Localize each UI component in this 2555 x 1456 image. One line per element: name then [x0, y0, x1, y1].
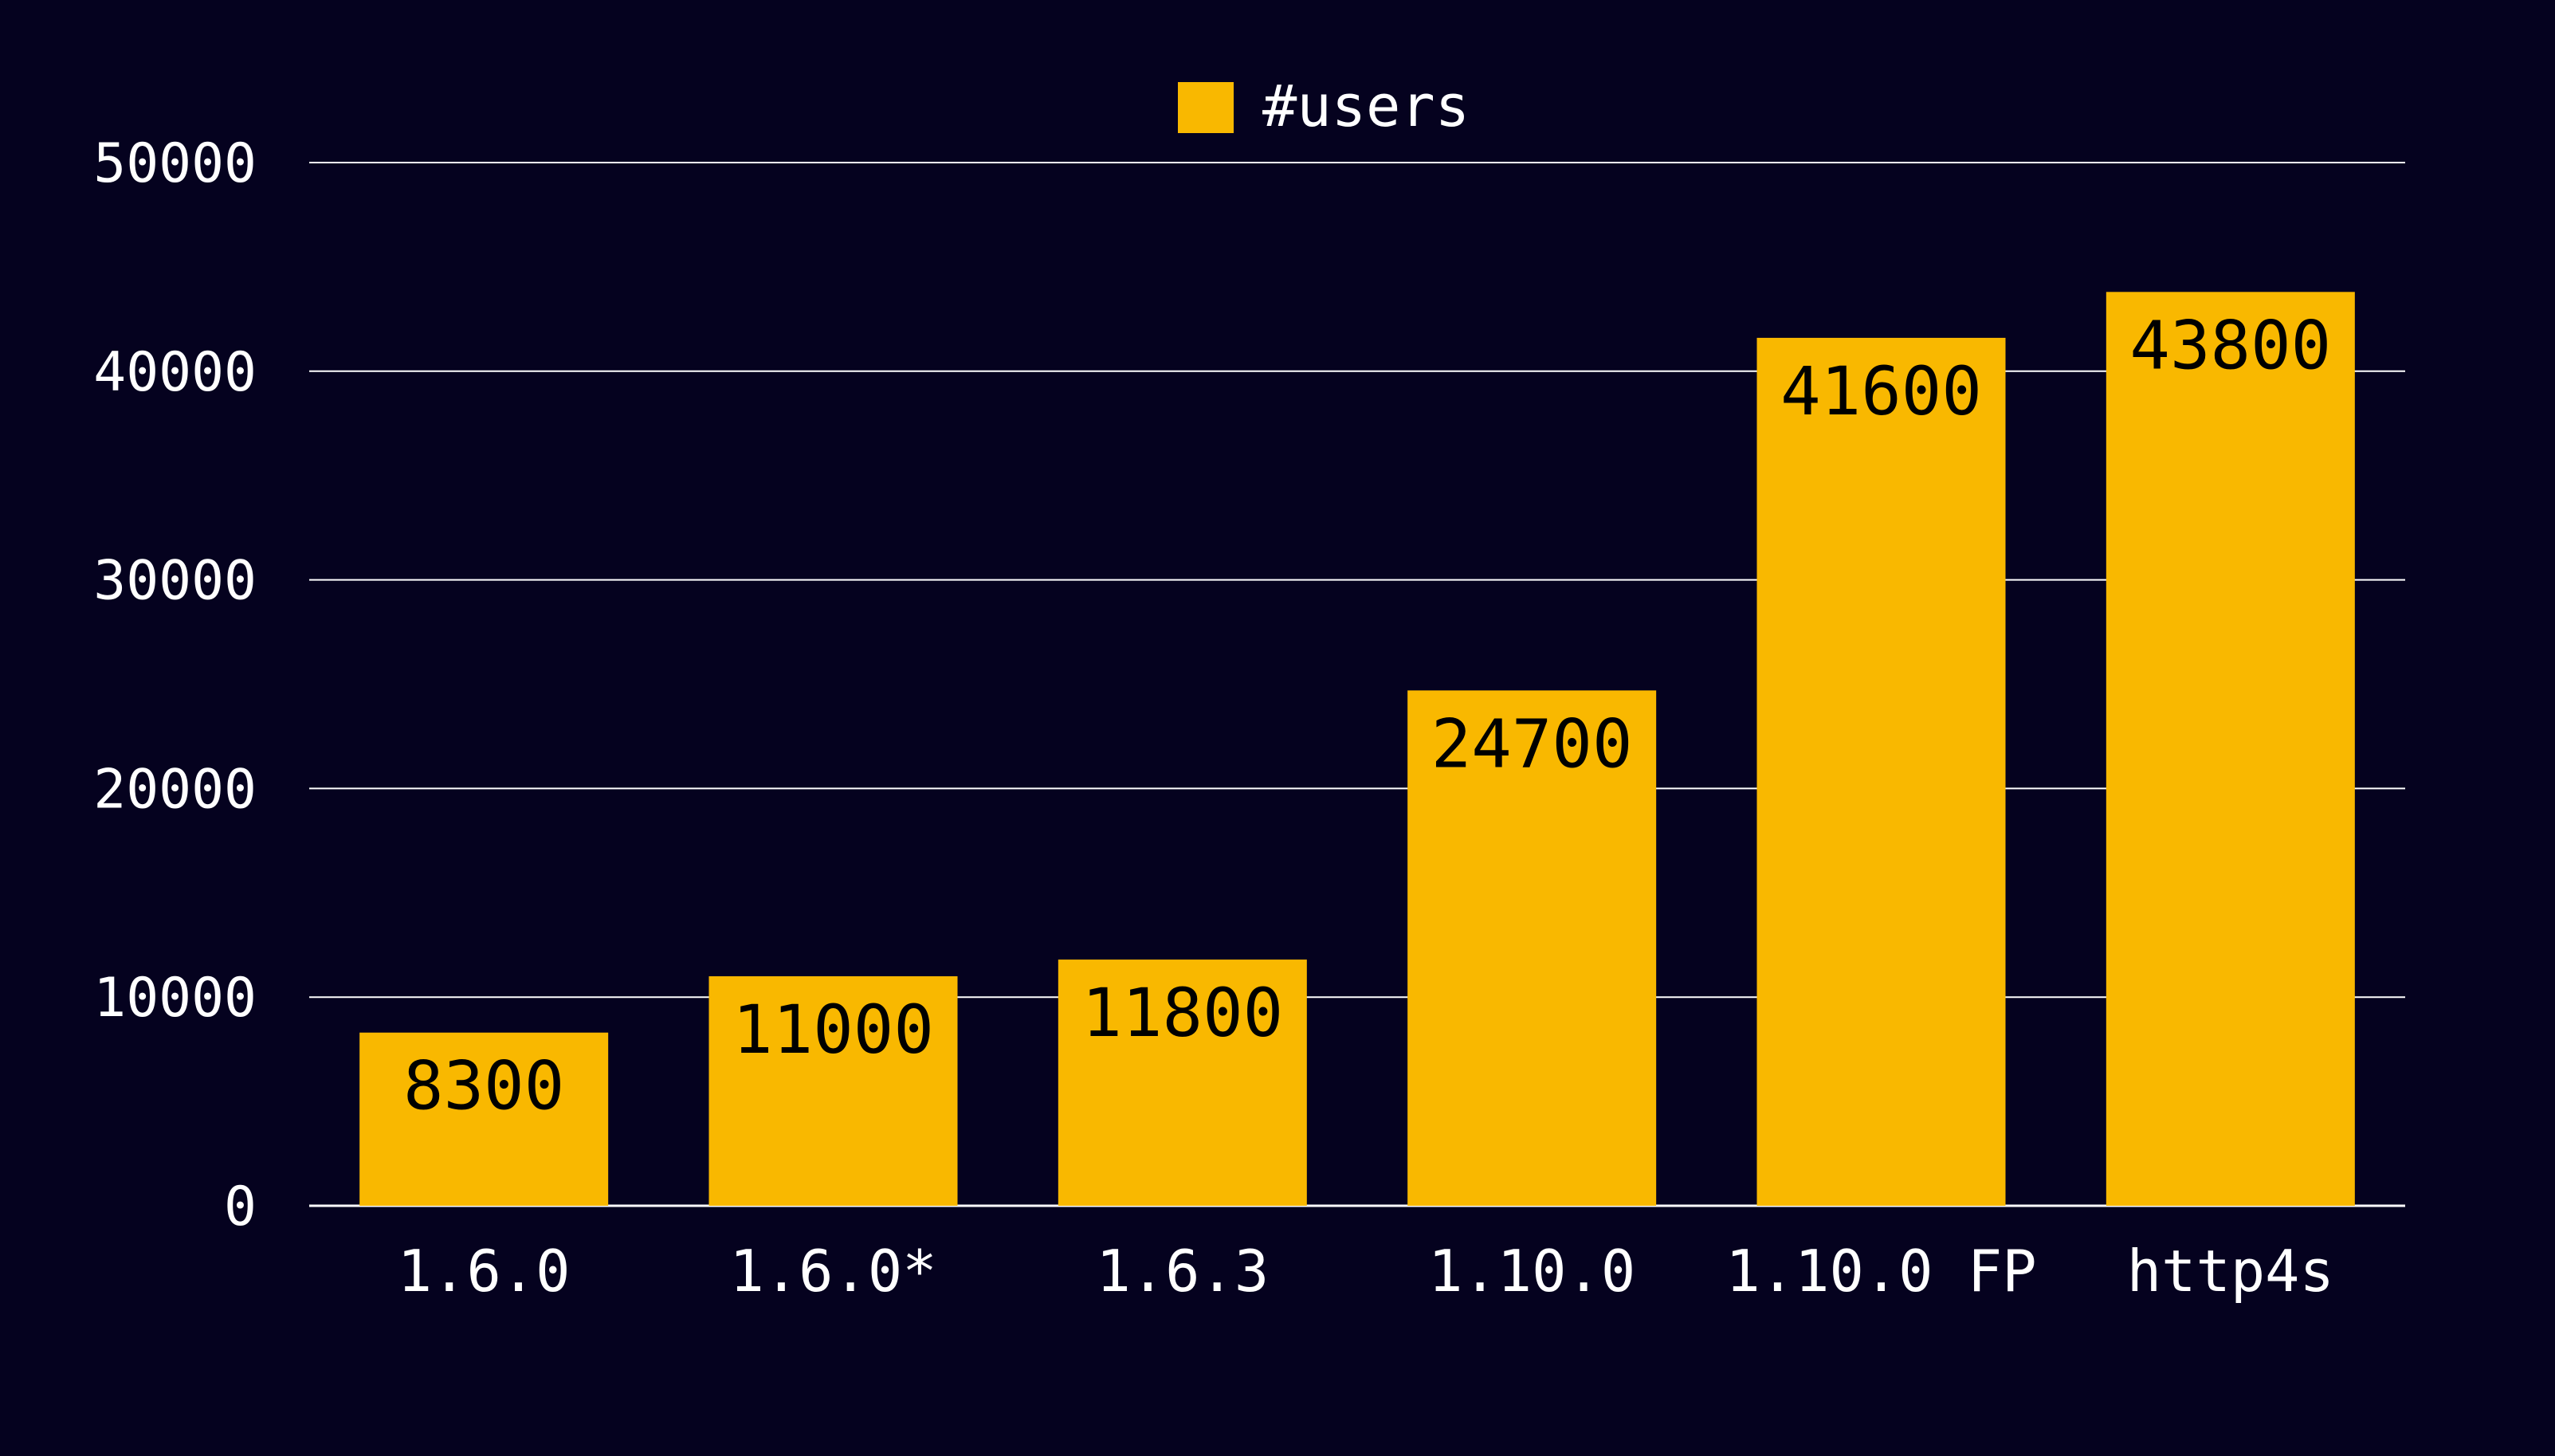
y-tick-label: 20000 — [93, 758, 257, 821]
x-tick-label: http4s — [2127, 1238, 2334, 1305]
grid-lines — [309, 162, 2405, 1207]
bar — [708, 976, 958, 1206]
bar — [359, 1032, 609, 1206]
legend-swatch — [1178, 82, 1234, 133]
bar-data-label: 11800 — [1081, 974, 1283, 1052]
x-tick-label: 1.10.0 — [1428, 1238, 1635, 1305]
bar-data-label: 41600 — [1780, 352, 1982, 430]
x-tick-label: 1.10.0 FP — [1725, 1238, 2036, 1305]
bar — [1407, 690, 1657, 1206]
bar — [1058, 960, 1307, 1206]
y-tick-label: 50000 — [93, 132, 257, 195]
x-tick-label: 1.6.3 — [1096, 1238, 1269, 1305]
x-tick-label: 1.6.0 — [398, 1238, 571, 1305]
bar — [1756, 337, 2006, 1206]
bar-data-label: 43800 — [2129, 306, 2331, 384]
y-tick-label: 40000 — [93, 341, 257, 404]
legend-label: #users — [1262, 73, 1470, 139]
bar-data-label: 24700 — [1431, 704, 1633, 783]
bar — [2106, 292, 2355, 1206]
y-tick-label: 0 — [224, 1175, 257, 1238]
x-tick-label: 1.6.0* — [729, 1238, 936, 1305]
bar-data-label: 8300 — [403, 1047, 564, 1125]
y-tick-label: 30000 — [93, 550, 257, 613]
legend: #users — [1178, 73, 1470, 139]
y-axis-tick-labels: 0 10000 20000 30000 40000 50000 — [93, 132, 257, 1238]
bar-data-label: 11000 — [732, 991, 934, 1069]
bars: 8300 11000 11800 24700 41600 43800 — [359, 292, 2355, 1206]
y-tick-label: 10000 — [93, 967, 257, 1030]
x-axis-tick-labels: 1.6.0 1.6.0* 1.6.3 1.10.0 1.10.0 FP http4s — [398, 1238, 2334, 1305]
